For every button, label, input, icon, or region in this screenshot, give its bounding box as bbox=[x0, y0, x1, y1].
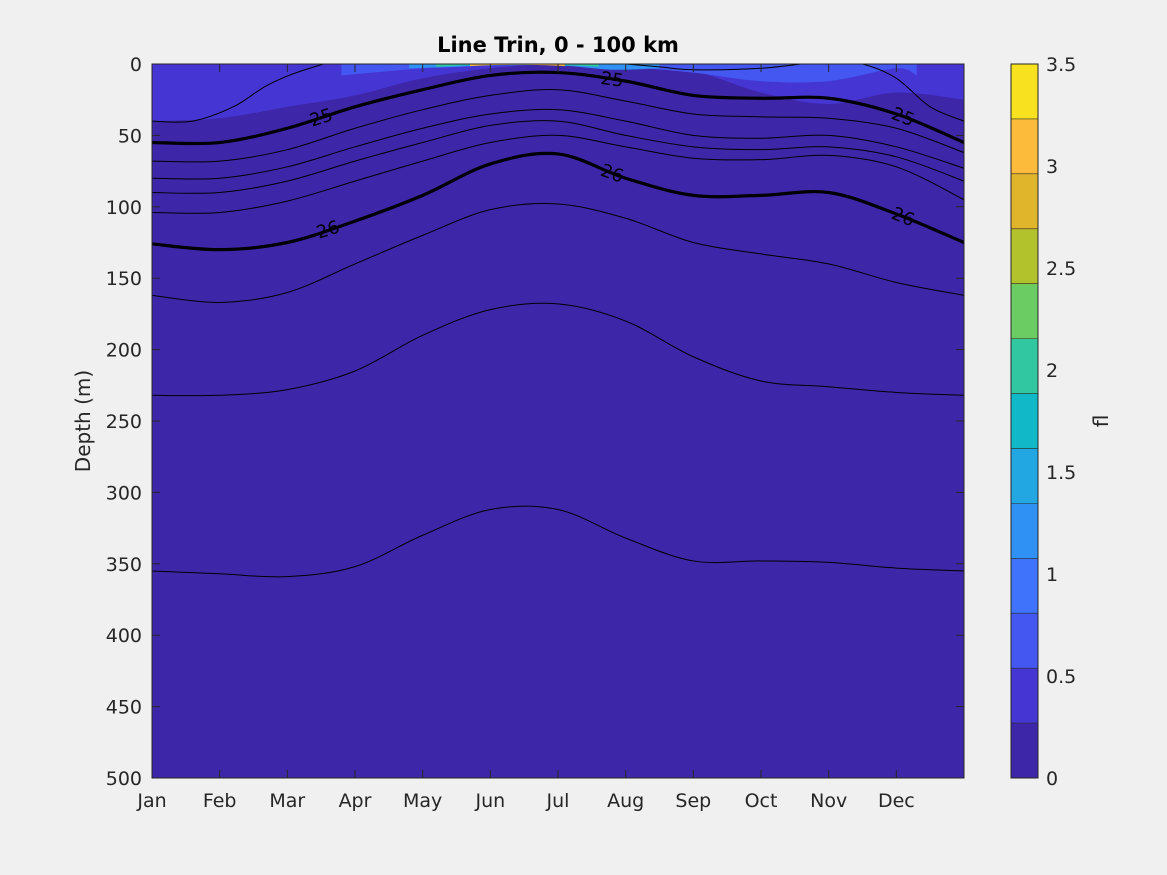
x-tick-label: Jul bbox=[546, 790, 570, 812]
y-axis-label: Depth (m) bbox=[71, 370, 95, 472]
x-axis: Jan Feb Mar Apr May Jun Jul Aug Sep Oct Nov Dec bbox=[136, 64, 915, 812]
fluorescence-fill bbox=[152, 64, 964, 153]
y-tick-label: 200 bbox=[106, 340, 142, 362]
y-tick-label: 300 bbox=[106, 482, 142, 504]
colorbar-swatch bbox=[1011, 448, 1038, 504]
contour-line-2 bbox=[152, 89, 964, 163]
colorbar-swatch bbox=[1011, 228, 1038, 285]
colorbar-swatch bbox=[1011, 118, 1038, 175]
contour-label-25-1: 25 bbox=[599, 68, 624, 92]
colorbar-tick-label: 2 bbox=[1046, 360, 1058, 382]
fluorescence-patch-2 bbox=[341, 64, 917, 83]
colorbar-swatch bbox=[1011, 668, 1038, 724]
colorbar-tick-label: 3.5 bbox=[1046, 54, 1076, 76]
colorbar-tick-label: 1.5 bbox=[1046, 462, 1076, 484]
colorbar-tick-label: 0 bbox=[1046, 768, 1058, 790]
contour-line-1 bbox=[152, 70, 964, 146]
colorbar-swatch bbox=[1011, 558, 1038, 614]
chart-title: Line Trin, 0 - 100 km bbox=[437, 33, 679, 57]
colorbar-label: fl bbox=[1089, 415, 1113, 428]
colorbar-swatch bbox=[1011, 64, 1038, 120]
fluorescence-patch-5 bbox=[470, 64, 565, 67]
y-tick-label: 250 bbox=[106, 411, 142, 433]
x-tick-label: Jun bbox=[474, 790, 505, 812]
colorbar-swatch bbox=[1011, 283, 1038, 340]
colorbar-swatch bbox=[1011, 393, 1038, 449]
colorbar-swatch bbox=[1011, 173, 1038, 230]
y-tick-label: 400 bbox=[106, 625, 142, 647]
colorbar-tick-label: 3 bbox=[1046, 156, 1058, 178]
x-tick-label: Feb bbox=[203, 790, 237, 812]
colorbar-tick-label: 2.5 bbox=[1046, 258, 1076, 280]
density-contours bbox=[152, 64, 964, 578]
colorbar-tick-label: 1 bbox=[1046, 564, 1058, 586]
x-tick-label: Dec bbox=[878, 790, 915, 812]
colorbar-frame bbox=[1010, 63, 1039, 779]
y-axis: 0 50 100 150 200 250 300 350 400 450 500 bbox=[106, 54, 964, 790]
colorbar: 0 0.5 1 1.5 2 2.5 3 3.5 bbox=[1010, 54, 1076, 790]
plot-background bbox=[152, 64, 964, 778]
contour-line-4 bbox=[152, 120, 964, 194]
x-tick-label: Mar bbox=[269, 790, 305, 812]
colorbar-tick-label: 0.5 bbox=[1046, 666, 1076, 688]
x-tick-label: Nov bbox=[810, 790, 847, 812]
x-tick-label: Apr bbox=[339, 790, 372, 812]
x-tick-label: Aug bbox=[607, 790, 644, 812]
y-tick-label: 0 bbox=[130, 54, 142, 76]
colorbar-swatch bbox=[1011, 723, 1038, 779]
contour-line-9 bbox=[152, 505, 964, 578]
x-tick-label: Jan bbox=[136, 790, 166, 812]
y-tick-label: 150 bbox=[106, 268, 142, 290]
y-tick-label: 50 bbox=[118, 125, 142, 147]
contour-line-6 bbox=[152, 151, 964, 252]
x-tick-label: Sep bbox=[675, 790, 711, 812]
y-tick-label: 500 bbox=[106, 768, 142, 790]
colorbar-swatch bbox=[1011, 338, 1038, 395]
contour-line-5 bbox=[152, 134, 964, 214]
x-tick-label: May bbox=[403, 790, 442, 812]
x-tick-label: Oct bbox=[745, 790, 778, 812]
contour-line-3 bbox=[152, 108, 964, 180]
contour-line-0 bbox=[152, 64, 964, 123]
contour-line-7 bbox=[152, 202, 964, 303]
colorbar-swatch bbox=[1011, 503, 1038, 559]
contour-line-8 bbox=[152, 302, 964, 397]
y-tick-label: 350 bbox=[106, 554, 142, 576]
y-tick-label: 450 bbox=[106, 697, 142, 719]
y-tick-label: 100 bbox=[106, 197, 142, 219]
colorbar-swatch bbox=[1011, 613, 1038, 669]
